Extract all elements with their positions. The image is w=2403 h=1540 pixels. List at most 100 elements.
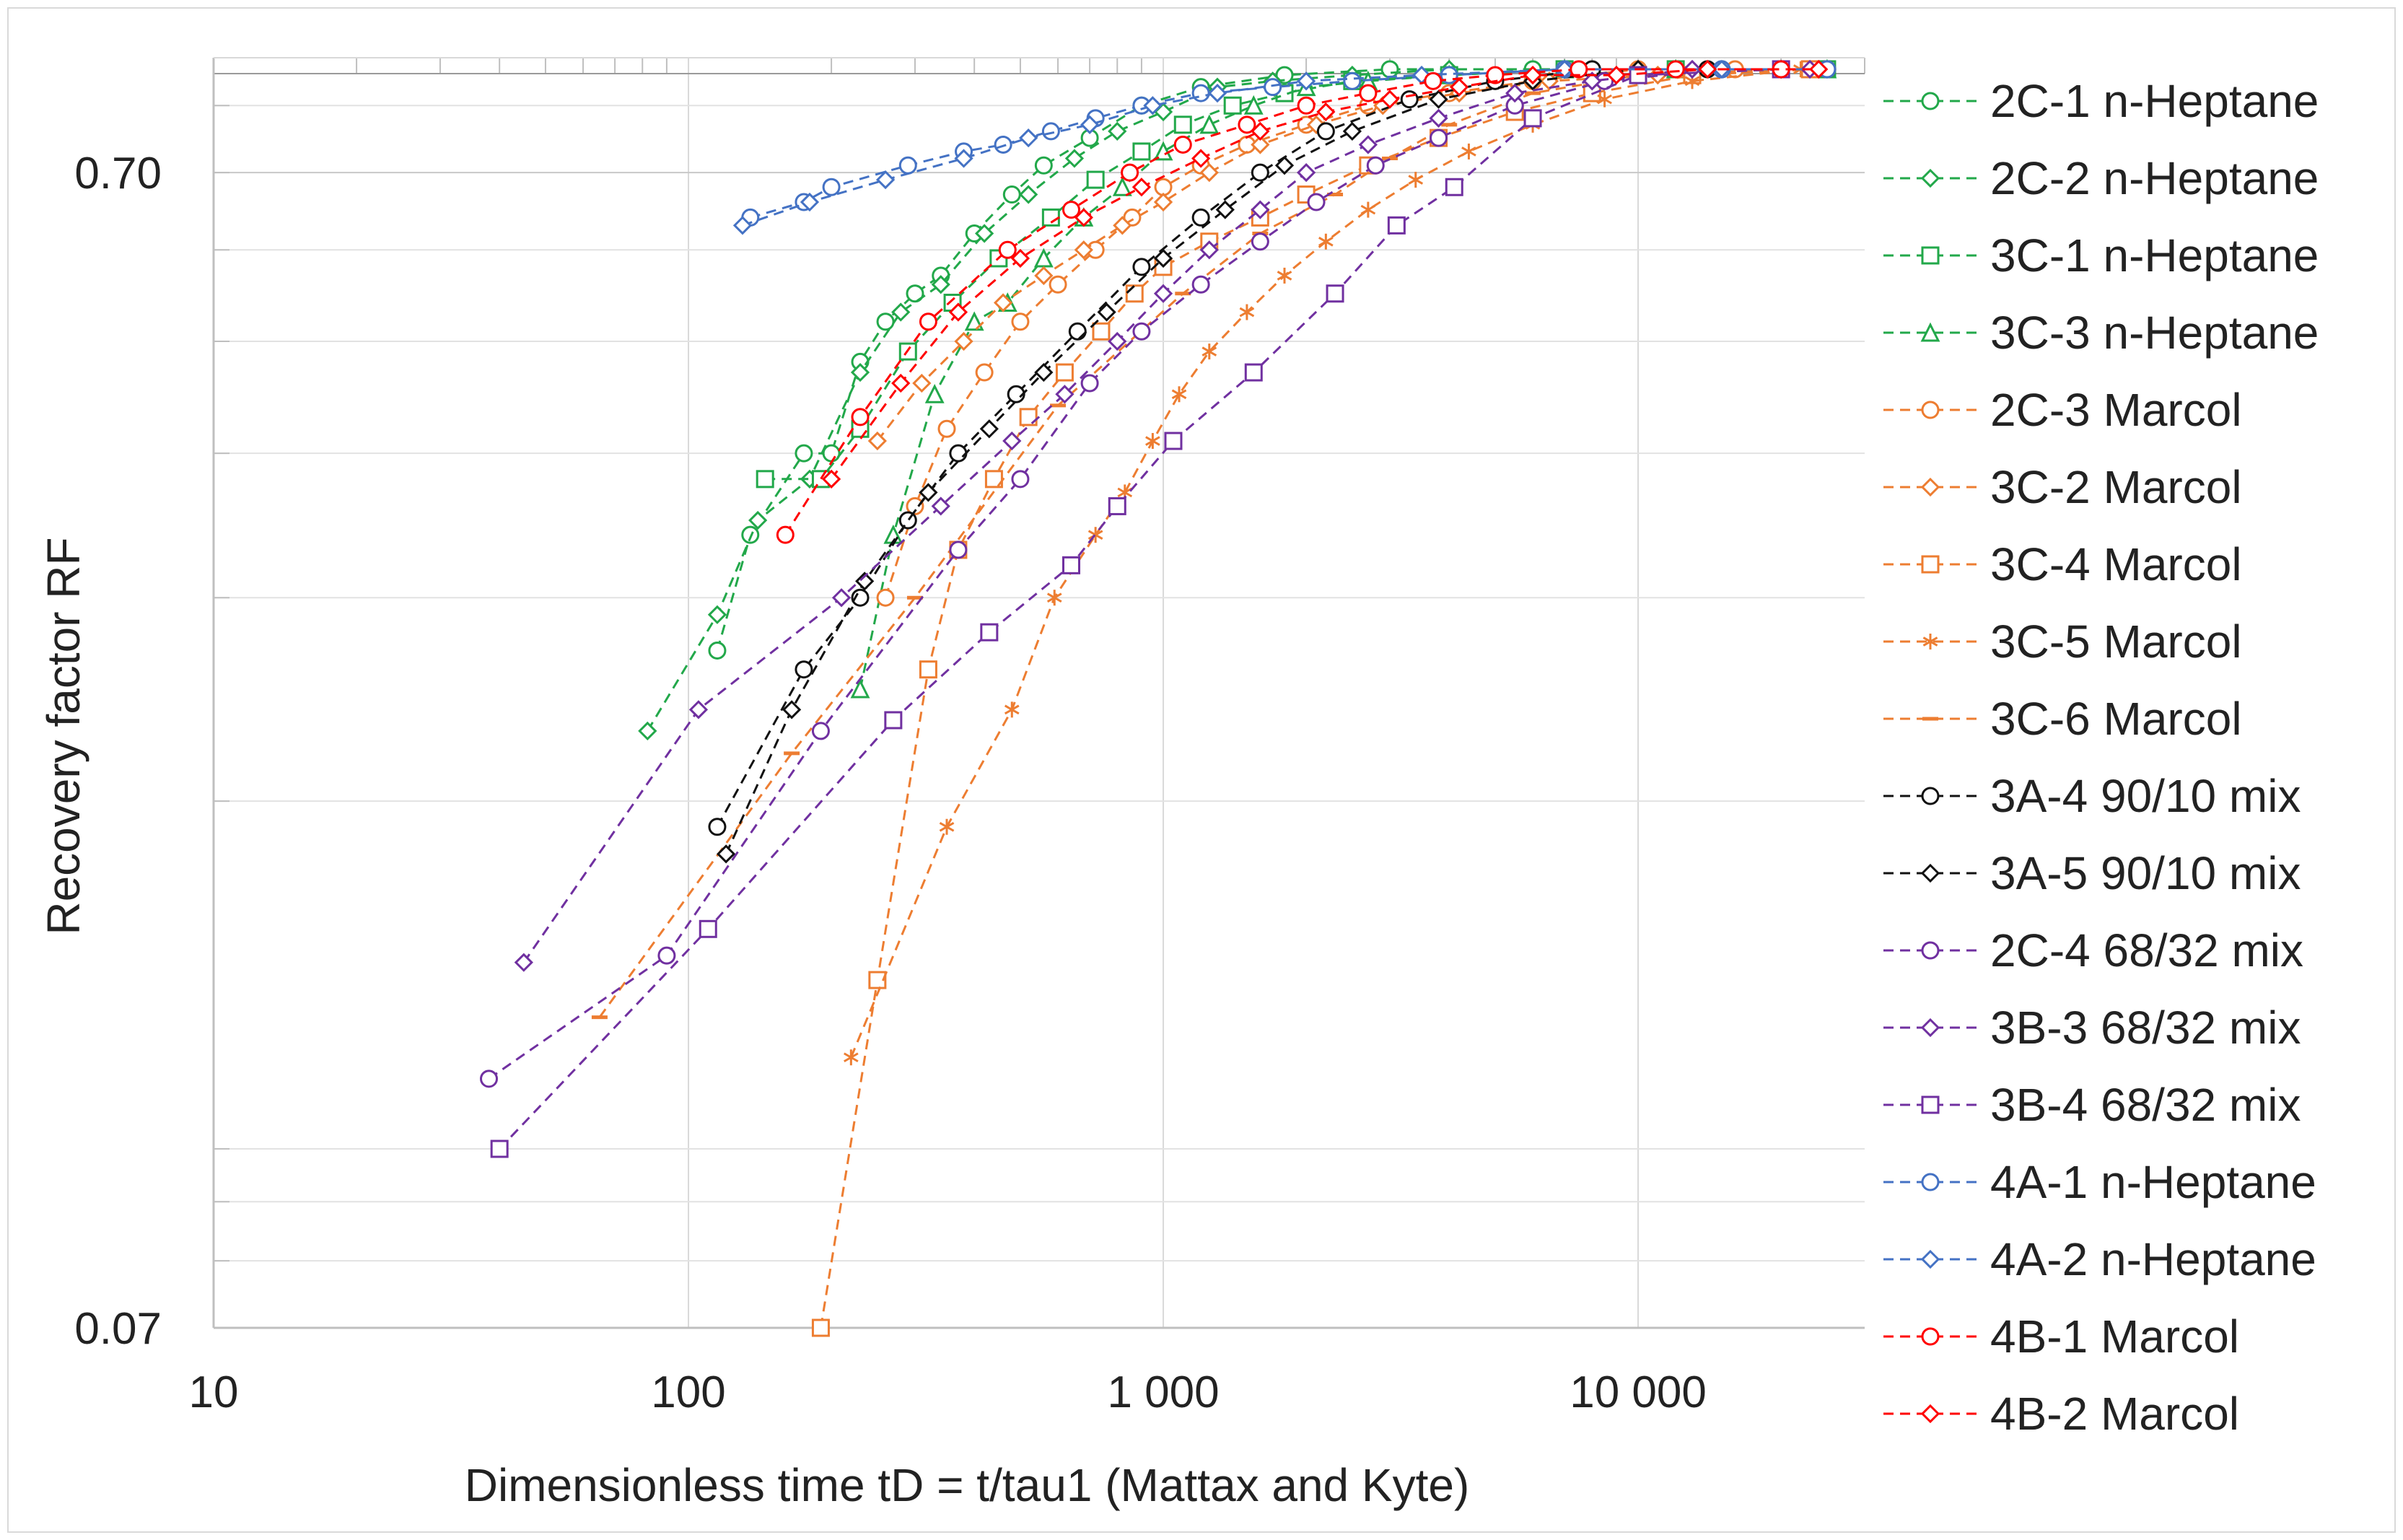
data-point (1274, 156, 1295, 175)
legend-marker (1920, 322, 1940, 342)
data-point (1034, 266, 1054, 286)
legend-label: 2C-2 n-Heptane (1990, 152, 2319, 204)
legend-marker (1922, 634, 1938, 649)
data-point (1666, 60, 1685, 79)
legend-label: 3C-1 n-Heptane (1990, 229, 2319, 281)
legend-entry: 3C-1 n-Heptane (1883, 229, 2319, 281)
data-point (1108, 331, 1127, 351)
data-point (964, 311, 984, 331)
y-axis-title: Recovery factor RF (38, 537, 89, 935)
data-point (1055, 363, 1074, 382)
data-point (1132, 142, 1151, 161)
data-point (1445, 178, 1463, 196)
data-point (1251, 135, 1270, 154)
data-point (937, 419, 956, 438)
data-point (1019, 408, 1038, 426)
data-point (1062, 556, 1080, 574)
legend-label: 3C-3 n-Heptane (1990, 307, 2319, 359)
data-point (1358, 135, 1378, 154)
data-point (884, 711, 903, 730)
legend-marker (1921, 1327, 1940, 1346)
legend-label: 3C-2 Marcol (1990, 461, 2242, 513)
data-point (1400, 90, 1419, 109)
series-line (499, 68, 1782, 1150)
data-point (699, 919, 717, 938)
data-point (1010, 248, 1030, 268)
data-point (1191, 149, 1211, 168)
data-point (1316, 122, 1335, 141)
data-point (855, 572, 875, 591)
data-point (1019, 128, 1038, 148)
data-point (1215, 200, 1235, 219)
data-point (1316, 102, 1336, 122)
data-point (1002, 431, 1022, 451)
data-point (1429, 89, 1448, 109)
data-point (954, 331, 973, 351)
series-line (765, 68, 1827, 481)
data-point (1074, 208, 1093, 227)
data-point (741, 525, 760, 544)
data-point (1132, 258, 1151, 276)
legend-entry: 3C-3 n-Heptane (1883, 307, 2319, 359)
data-point (1041, 208, 1060, 227)
data-point (1171, 386, 1187, 403)
legend-entry: 3A-4 90/10 mix (1883, 770, 2301, 822)
data-point (732, 216, 753, 235)
data-point (1429, 108, 1448, 128)
data-point (1387, 216, 1406, 235)
data-point (1275, 66, 1294, 84)
legend-label: 3B-3 68/32 mix (1990, 1002, 2301, 1054)
data-point (1113, 216, 1132, 235)
legend-marker (1921, 1173, 1940, 1191)
data-point (1342, 121, 1362, 141)
series-line (859, 68, 1827, 690)
data-point (998, 240, 1017, 259)
data-point (1296, 162, 1316, 183)
data-point (1570, 60, 1588, 79)
series-line (598, 68, 1782, 1018)
legend-entry: 2C-3 Marcol (1883, 384, 2242, 436)
data-point (1698, 59, 1717, 79)
data-point (954, 149, 973, 168)
data-point (1809, 59, 1829, 79)
legend-marker (1921, 555, 1940, 574)
x-tick-label: 10 (189, 1368, 239, 1417)
grid (214, 58, 1865, 1328)
data-point (800, 192, 820, 212)
data-point (994, 135, 1012, 154)
series-13 (514, 59, 1820, 972)
legend-marker (1920, 477, 1940, 497)
data-point (1450, 77, 1469, 97)
data-point (1080, 374, 1099, 393)
data-point (1359, 84, 1378, 102)
data-point (657, 946, 676, 965)
data-point (1251, 121, 1270, 141)
legend: 2C-1 n-Heptane 2C-2 n-Heptane 3C-1 n-Hepta… (1883, 75, 2319, 1440)
data-point (1011, 312, 1030, 331)
data-point (850, 678, 870, 699)
legend-label: 2C-1 n-Heptane (1990, 75, 2319, 127)
data-point (1380, 60, 1399, 79)
data-point (716, 844, 736, 864)
data-point (1238, 115, 1256, 134)
data-point (868, 971, 887, 989)
series-17 (776, 60, 1790, 544)
legend-label: 3B-4 68/32 mix (1990, 1079, 2301, 1131)
data-point (993, 293, 1013, 312)
x-tick-label: 1 000 (1107, 1368, 1219, 1417)
data-point (1108, 496, 1126, 515)
data-point (795, 660, 813, 679)
data-point (949, 444, 968, 463)
data-point (831, 588, 852, 608)
data-point (1164, 432, 1183, 450)
legend-marker (1920, 1249, 1940, 1269)
data-point (906, 496, 924, 515)
data-point (1297, 96, 1316, 115)
legend-entry: 4B-1 Marcol (1883, 1311, 2239, 1362)
data-point (1046, 590, 1062, 606)
y-tick-label: 0.70 (74, 149, 162, 198)
series-line (830, 68, 1819, 480)
data-point (1554, 59, 1575, 79)
series-line (716, 68, 1827, 651)
legend-entry: 3C-6 Marcol (1883, 693, 2242, 745)
